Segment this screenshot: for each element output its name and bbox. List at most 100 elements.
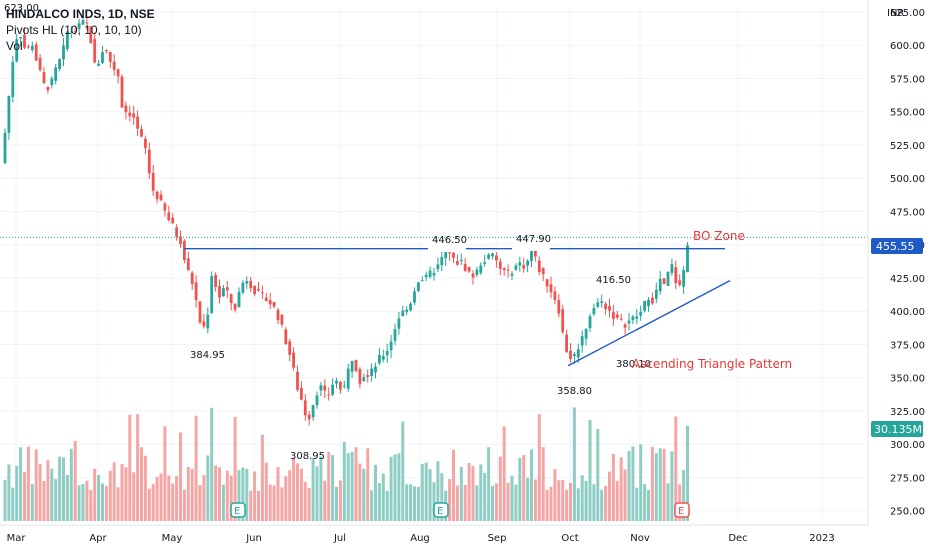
volume-bar [315,466,319,521]
y-tick-label: 500.00 [890,174,925,185]
volume-bar [545,489,549,521]
volume-bar [385,490,389,521]
y-tick-label: 625.00 [890,8,925,19]
volume-bar [335,486,338,521]
candle [385,351,389,356]
earnings-marker[interactable]: E [674,502,690,518]
pivot-labels: 623.00 384.95 308.95 446.50 447.90 358.80 416.… [4,3,651,462]
indicator-label[interactable]: Pivots HL (10, 10, 10, 10) [6,23,142,37]
pivot-label: 446.50 [432,235,467,246]
volume-bar [167,475,171,521]
candle [381,356,385,360]
candle [573,354,576,357]
candle [288,341,292,355]
candle [397,318,401,329]
volume-bar [576,488,580,521]
volume-bar [541,447,545,521]
candle [596,302,600,307]
candle [686,245,689,273]
candle [530,251,533,262]
volume-bar [65,474,69,521]
candle [498,261,502,269]
volume-bar [448,479,452,521]
candle [537,260,541,273]
earnings-marker[interactable]: E [433,502,449,518]
candle [89,26,93,44]
candle [370,368,373,376]
volume-bar [260,434,264,521]
currency-label: INR [887,8,904,19]
candle [350,360,354,372]
volume-bar [132,472,136,521]
candle [300,388,303,400]
volume-bar [650,446,654,521]
volume-bar [97,474,101,521]
candle [108,51,112,62]
candle [331,384,334,395]
volume-bar [143,455,147,521]
volume-bar [253,471,257,521]
volume-bar [108,470,112,521]
symbol-title[interactable]: HINDALCO INDS, 1D, NSE [6,7,155,21]
volume-bar [346,453,350,521]
y-tick-label: 275.00 [890,473,925,484]
x-tick-label: Nov [630,533,650,544]
volume-bar [682,470,686,521]
candle [128,112,132,117]
volume-bar [331,455,335,521]
volume-bar [510,475,514,521]
volume-bar [393,454,397,521]
pivot-label: 623.00 [4,3,39,14]
y-tick-label: 525.00 [890,141,925,152]
x-tick-label: Dec [728,533,747,544]
pivot-label: 447.90 [516,234,551,245]
volume-bar [358,463,362,521]
candle [413,291,416,303]
volume-bar [338,480,342,521]
volume-bar [284,476,288,521]
volume-bar [128,414,132,521]
volume-bar [479,464,483,521]
x-tick-label: Jun [245,533,262,544]
volume-bar [553,469,557,521]
candle [272,301,276,307]
earnings-marker[interactable]: E [230,502,246,518]
candle [85,22,89,24]
candle [428,270,432,277]
volume-label[interactable]: Vol [6,39,23,53]
volume-bar [229,475,233,521]
candle [261,292,264,294]
y-tick-label: 400.00 [890,307,925,318]
volume-bars [3,407,689,521]
volume-bar [147,488,151,521]
candle [140,129,143,137]
candle [249,280,253,289]
candle [11,62,15,97]
candle [424,274,428,278]
candle [222,287,225,297]
volume-bar [38,463,42,521]
volume-bar [580,475,584,521]
volume-bar [218,467,221,521]
candle [631,316,635,321]
candle [405,309,409,313]
volume-bar [292,457,296,521]
x-tick-label: 2023 [809,533,834,544]
label-backdrop [512,239,550,251]
volume-bar [19,447,23,521]
volume-bar [522,455,526,521]
candle [619,318,623,320]
volume-badge [871,421,923,437]
candle [440,257,444,266]
candle [666,271,670,286]
candle [545,279,549,287]
volume-bar [163,426,167,521]
candle [7,96,11,133]
candle [354,359,358,371]
volume-bar [592,484,596,521]
volume-bar [619,457,623,521]
candle [588,316,592,328]
volume-bar [506,482,510,521]
label-backdrop [428,240,466,252]
